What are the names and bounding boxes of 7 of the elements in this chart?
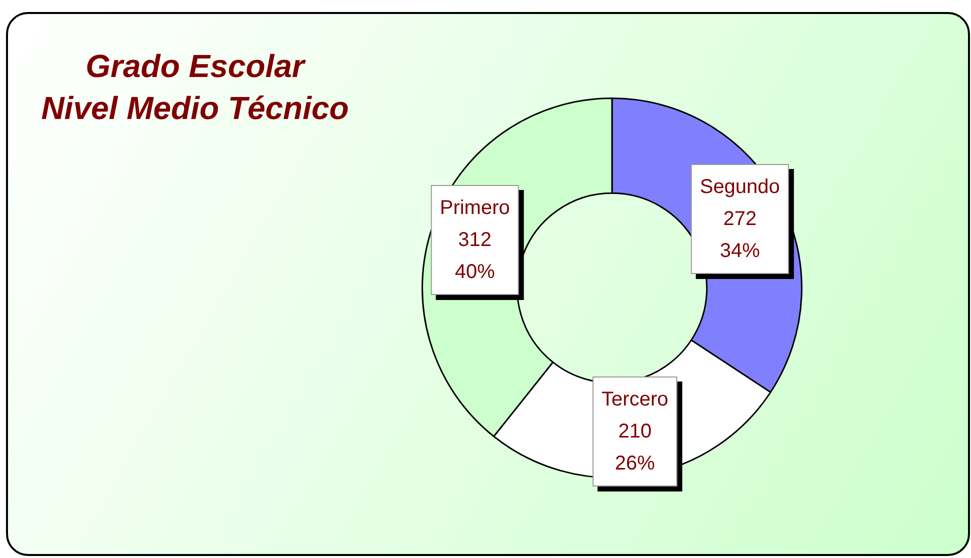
slice-label: Segundo (700, 176, 780, 198)
slice-label: Tercero (602, 388, 668, 410)
data-label: 272 34% (720, 208, 760, 262)
data-label: 312 40% (454, 229, 496, 284)
data-label: 210 26% (614, 420, 656, 474)
slice-label: Primero (440, 197, 510, 220)
chart-title: Grado Escolar Nivel Medio Técnico (41, 48, 349, 126)
